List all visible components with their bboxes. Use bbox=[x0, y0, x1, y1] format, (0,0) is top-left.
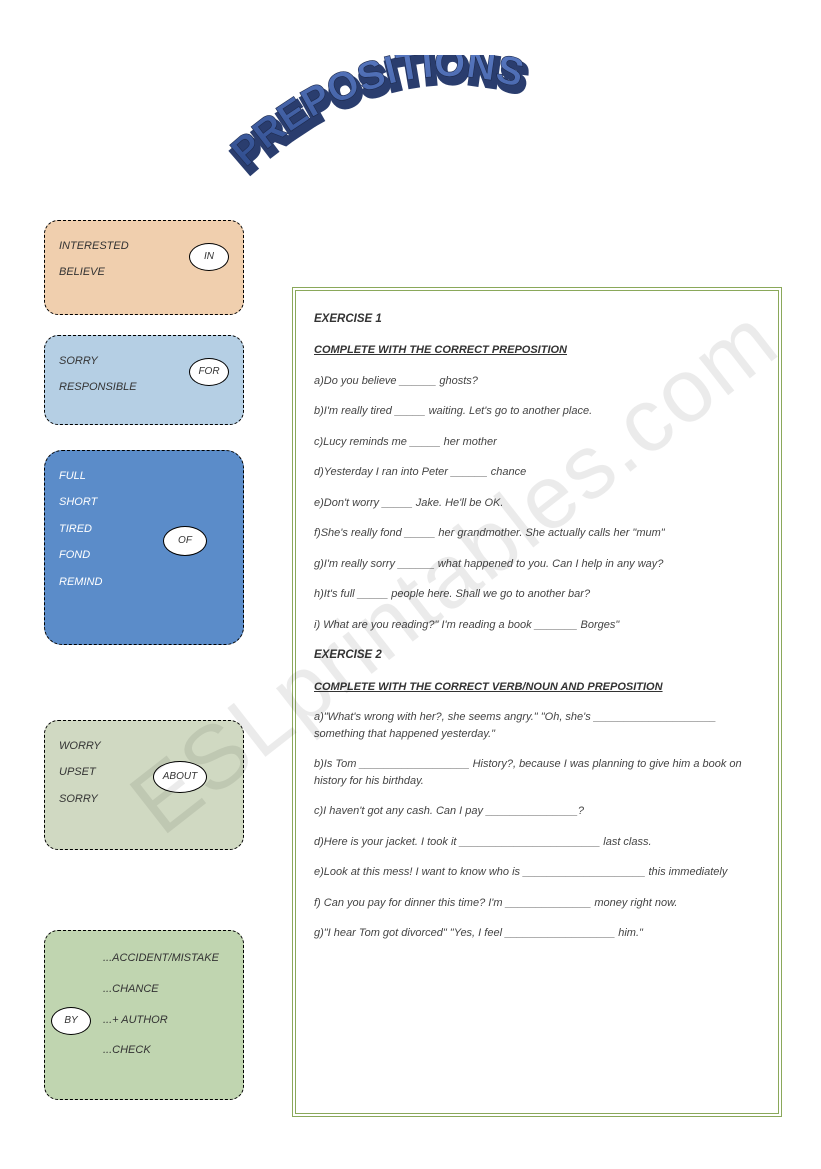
card-by-word: ...CHANCE bbox=[59, 974, 229, 1005]
page-title-wordart: PREPOSITIONS PREPOSITIONS bbox=[220, 55, 600, 195]
ex2-item: g)"I hear Tom got divorced" "Yes, I feel… bbox=[314, 925, 760, 942]
card-by: ...ACCIDENT/MISTAKE ...CHANCE ...+ AUTHO… bbox=[44, 930, 244, 1100]
card-about-word: SORRY bbox=[59, 786, 229, 812]
card-about-word: WORRY bbox=[59, 733, 229, 759]
card-of: FULL SHORT TIRED FOND REMIND OF bbox=[44, 450, 244, 645]
card-of-word: FULL bbox=[59, 463, 229, 489]
ex2-item: e)Look at this mess! I want to know who … bbox=[314, 864, 760, 881]
prep-bubble-about: ABOUT bbox=[153, 761, 207, 793]
ex1-item: g)I'm really sorry ______ what happened … bbox=[314, 556, 760, 573]
ex1-item: c)Lucy reminds me _____ her mother bbox=[314, 434, 760, 451]
exercise1-heading: EXERCISE 1 bbox=[314, 311, 760, 328]
ex1-item: b)I'm really tired _____ waiting. Let's … bbox=[314, 403, 760, 420]
ex1-item: i) What are you reading?" I'm reading a … bbox=[314, 617, 760, 634]
exercise-panel: EXERCISE 1 COMPLETE WITH THE CORRECT PRE… bbox=[292, 287, 782, 1117]
ex2-item: d)Here is your jacket. I took it _______… bbox=[314, 834, 760, 851]
ex1-item: e)Don't worry _____ Jake. He'll be OK. bbox=[314, 495, 760, 512]
ex1-item: h)It's full _____ people here. Shall we … bbox=[314, 586, 760, 603]
ex2-item: c)I haven't got any cash. Can I pay ____… bbox=[314, 803, 760, 820]
card-of-word: SHORT bbox=[59, 489, 229, 515]
ex2-item: a)"What's wrong with her?, she seems ang… bbox=[314, 709, 760, 742]
svg-text:PREPOSITIONS: PREPOSITIONS bbox=[223, 55, 529, 175]
ex1-item: f)She's really fond _____ her grandmothe… bbox=[314, 525, 760, 542]
prep-bubble-for: FOR bbox=[189, 358, 229, 386]
card-by-word: ...CHECK bbox=[59, 1035, 229, 1066]
ex1-item: d)Yesterday I ran into Peter ______ chan… bbox=[314, 464, 760, 481]
prep-bubble-in: IN bbox=[189, 243, 229, 271]
card-of-word: REMIND bbox=[59, 569, 229, 595]
exercise1-sub: COMPLETE WITH THE CORRECT PREPOSITION bbox=[314, 342, 760, 359]
exercise2-sub: COMPLETE WITH THE CORRECT VERB/NOUN AND … bbox=[314, 679, 760, 696]
exercise2-heading: EXERCISE 2 bbox=[314, 647, 760, 664]
ex1-item: a)Do you believe ______ ghosts? bbox=[314, 373, 760, 390]
card-in: INTERESTED BELIEVE IN bbox=[44, 220, 244, 315]
ex2-item: b)Is Tom __________________ History?, be… bbox=[314, 756, 760, 789]
prep-bubble-of: OF bbox=[163, 526, 207, 556]
card-about: WORRY UPSET SORRY ABOUT bbox=[44, 720, 244, 850]
card-by-word: ...ACCIDENT/MISTAKE bbox=[59, 943, 229, 974]
ex2-item: f) Can you pay for dinner this time? I'm… bbox=[314, 895, 760, 912]
prep-bubble-by: BY bbox=[51, 1007, 91, 1035]
card-for: SORRY RESPONSIBLE FOR bbox=[44, 335, 244, 425]
